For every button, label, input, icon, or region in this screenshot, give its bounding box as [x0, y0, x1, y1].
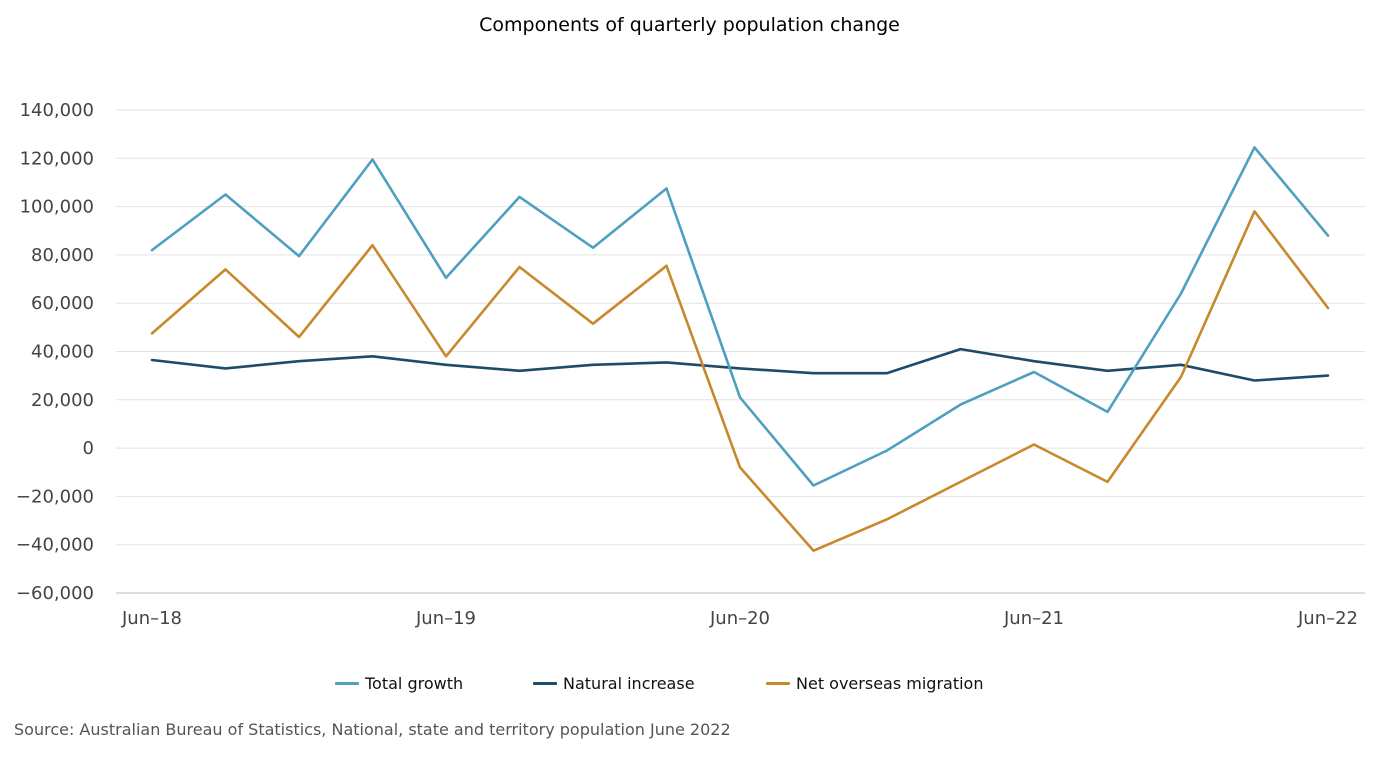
- x-tick-label: Jun–19: [415, 608, 476, 629]
- series-line-natural-increase[interactable]: [150, 347, 1330, 382]
- x-tick-label: Jun–20: [709, 608, 770, 629]
- legend-label-net-overseas-migration: Net overseas migration: [796, 673, 984, 693]
- x-tick-label: Jun–18: [121, 608, 182, 629]
- series-lines: [150, 146, 1330, 553]
- series-line-total-growth[interactable]: [150, 146, 1330, 487]
- legend-item-net-overseas-migration[interactable]: Net overseas migration: [766, 670, 983, 696]
- legend-label-total-growth: Total growth: [365, 673, 464, 693]
- y-tick-label: 140,000: [20, 100, 94, 121]
- y-tick-label: −60,000: [16, 583, 94, 604]
- legend: Total growth Natural increase Net overse…: [0, 670, 1379, 696]
- y-tick-label: −40,000: [16, 535, 94, 556]
- x-tick-label: Jun–21: [1003, 608, 1064, 629]
- source-note: Source: Australian Bureau of Statistics,…: [14, 720, 731, 739]
- x-axis-tick-labels: Jun–18 Jun–19 Jun–20 Jun–21 Jun–22: [121, 608, 1358, 629]
- legend-label-natural-increase: Natural increase: [563, 673, 695, 693]
- grid-lines: [116, 109, 1365, 594]
- y-axis-tick-labels: −60,000 −40,000 −20,000 0 20,000 40,000 60,000…: [16, 100, 94, 604]
- series-line-net-overseas-migration[interactable]: [150, 210, 1330, 553]
- legend-item-total-growth[interactable]: Total growth: [335, 670, 463, 696]
- y-tick-label: 20,000: [31, 390, 94, 411]
- line-chart: −60,000 −40,000 −20,000 0 20,000 40,000 60,000…: [16, 100, 1365, 629]
- y-tick-label: 100,000: [20, 197, 94, 218]
- legend-swatch-net-overseas-migration: [766, 681, 790, 685]
- chart-title: Components of quarterly population chang…: [479, 14, 900, 36]
- legend-swatch-natural-increase: [533, 681, 557, 685]
- y-tick-label: 80,000: [31, 245, 94, 266]
- y-tick-label: 120,000: [20, 148, 94, 169]
- y-tick-label: 60,000: [31, 293, 94, 314]
- x-tick-label: Jun–22: [1297, 608, 1358, 629]
- y-tick-label: −20,000: [16, 486, 94, 507]
- legend-item-natural-increase[interactable]: Natural increase: [533, 670, 695, 696]
- y-tick-label: 0: [83, 438, 94, 459]
- legend-swatch-total-growth: [335, 681, 359, 685]
- y-tick-label: 40,000: [31, 342, 94, 363]
